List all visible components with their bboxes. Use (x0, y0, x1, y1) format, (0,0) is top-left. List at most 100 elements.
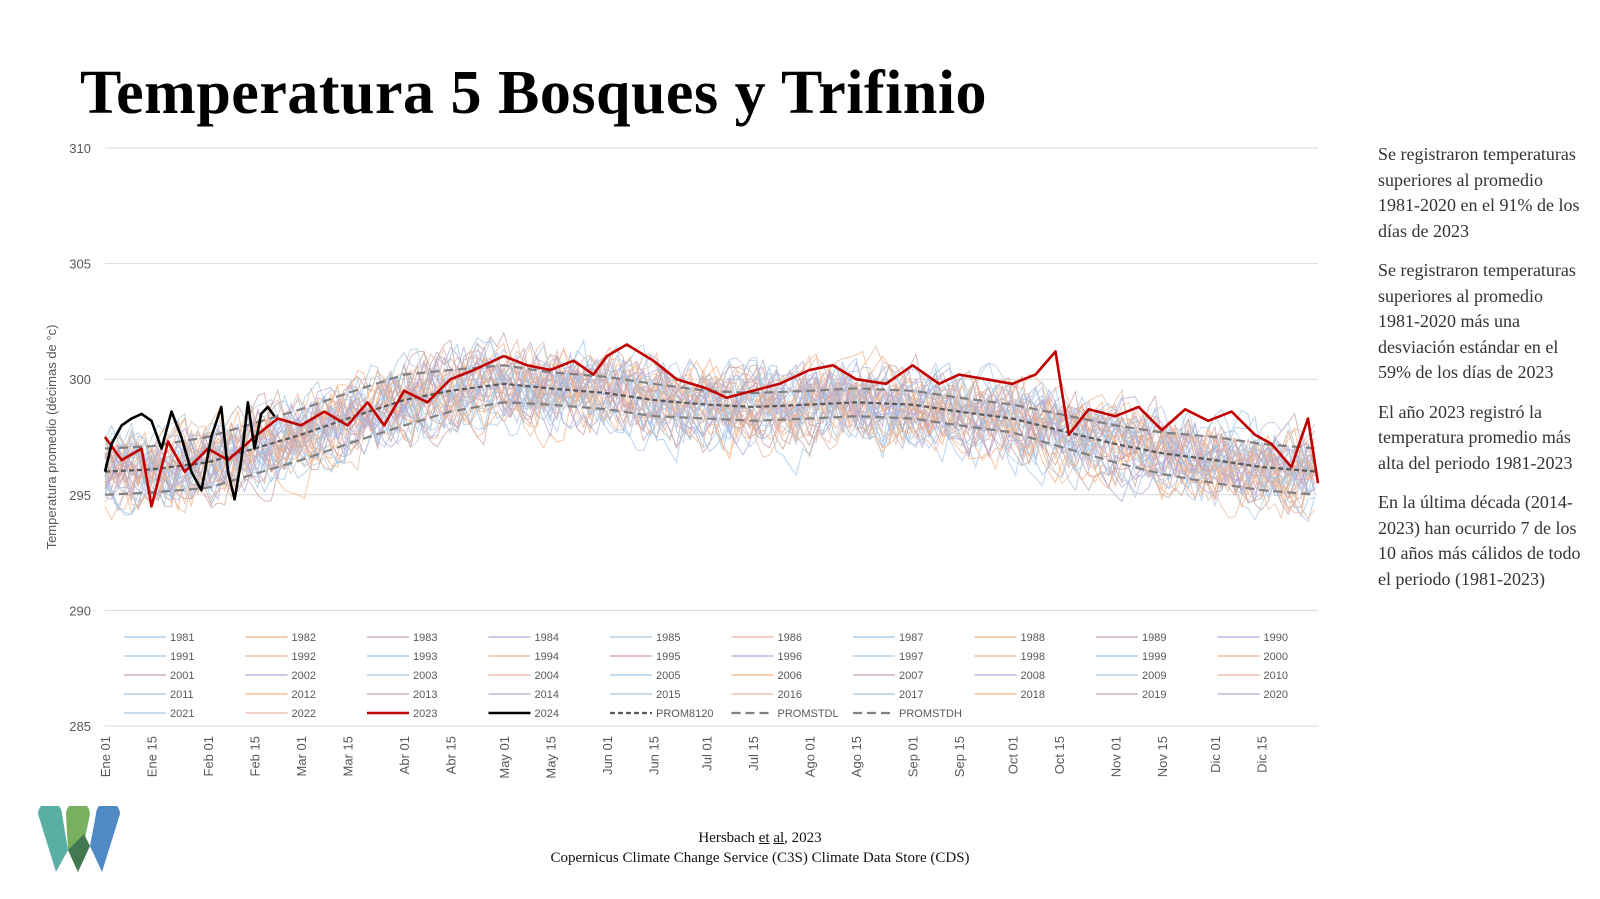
x-tick-label: Jul 01 (700, 736, 715, 771)
citation-line-1: Hersbach et al, 2023 (698, 830, 822, 846)
y-tick-label: 290 (69, 603, 91, 618)
legend-label: 1983 (413, 632, 437, 644)
legend-label: 2016 (778, 689, 802, 701)
x-tick-label: May 01 (497, 736, 512, 779)
legend-label: 1981 (170, 632, 194, 644)
citation-et: et (758, 830, 770, 846)
legend-label: 2014 (535, 689, 559, 701)
x-tick-label: Nov 15 (1155, 736, 1170, 777)
legend-label: 2005 (656, 670, 680, 682)
legend-label: 1989 (1142, 632, 1166, 644)
legend-label: 2021 (170, 708, 194, 720)
legend-label: 2002 (292, 670, 316, 682)
y-tick-label: 295 (69, 488, 91, 503)
legend-label: 2000 (1264, 651, 1288, 663)
legend-label: 1999 (1142, 651, 1166, 663)
highlight-series-lines (103, 343, 1320, 508)
legend-label: 2010 (1264, 670, 1288, 682)
x-tick-label: Oct 15 (1052, 736, 1067, 774)
x-tick-label: Nov 01 (1108, 736, 1123, 777)
legend-label: 2004 (535, 670, 559, 682)
citation-al: al (773, 830, 785, 846)
note-paragraph: Se registraron temperaturas superiores a… (1378, 144, 1580, 241)
x-tick-label: Sep 15 (952, 736, 967, 777)
legend-label: 2017 (899, 689, 923, 701)
legend-label: 2009 (1142, 670, 1166, 682)
y-tick-labels: 285 290 295 300 305 310 (69, 141, 91, 734)
legend-label: PROM8120 (656, 708, 713, 720)
y-tick-label: 310 (69, 141, 91, 156)
x-tick-label: May 15 (543, 736, 558, 779)
organization-logo (38, 806, 120, 872)
legend-label: 2019 (1142, 689, 1166, 701)
legend-label: 1982 (292, 632, 316, 644)
legend-label: 2024 (535, 708, 559, 720)
background-year-line (104, 338, 1316, 498)
legend-label: 2001 (170, 670, 194, 682)
legend-label: 2008 (1021, 670, 1045, 682)
y-tick-label: 300 (69, 372, 91, 387)
page-title: Temperatura 5 Bosques y Trifinio (80, 59, 988, 127)
y-tick-label: 285 (69, 719, 91, 734)
y-axis-label: Temperatura promedio (décimas de °c) (44, 325, 59, 550)
legend-label: 2012 (292, 689, 316, 701)
legend-label: PROMSTDH (899, 708, 962, 720)
background-year-line (104, 361, 1316, 516)
legend-label: 1992 (292, 651, 316, 663)
logo-overlap (68, 834, 90, 872)
note-paragraph: En la última década (2014-2023) han ocur… (1378, 492, 1581, 589)
legend-label: 2015 (656, 689, 680, 701)
x-tick-label: Mar 01 (294, 736, 309, 776)
x-tick-label: Feb 01 (201, 736, 216, 776)
background-year-line (104, 368, 1316, 520)
background-year-line (104, 375, 1316, 521)
legend-label: 1987 (899, 632, 923, 644)
note-paragraph: El año 2023 registró la temperatura prom… (1378, 401, 1573, 473)
legend-label: 1991 (170, 651, 194, 663)
background-year-line (104, 337, 1316, 481)
legend-label: 1990 (1264, 632, 1288, 644)
legend-label: 2013 (413, 689, 437, 701)
legend-label: 1995 (656, 651, 680, 663)
background-year-line (104, 349, 1316, 490)
legend-label: 1997 (899, 651, 923, 663)
legend-label: 1993 (413, 651, 437, 663)
legend-label: 2011 (170, 689, 194, 701)
legend: 1981 1982 1983 1984 1985 1986 1987 1988 1989 1990… (124, 632, 1288, 720)
legend-label: 2007 (899, 670, 923, 682)
legend-label: 1986 (778, 632, 802, 644)
background-year-line (104, 346, 1315, 476)
citation: Hersbach et al, 2023 Copernicus Climate … (500, 828, 1020, 868)
x-tick-label: Ene 01 (98, 736, 113, 777)
side-notes: Se registraron temperaturas superiores a… (1378, 142, 1583, 606)
x-tick-label: Oct 01 (1005, 736, 1020, 774)
legend-label: 1996 (778, 651, 802, 663)
background-year-line (104, 367, 1315, 502)
legend-label: 2003 (413, 670, 437, 682)
series-line-2023 (103, 343, 1320, 508)
x-tick-label: Abr 15 (444, 736, 459, 774)
legend-label: 2022 (292, 708, 316, 720)
legend-label: 2018 (1021, 689, 1045, 701)
x-tick-label: Ene 15 (145, 736, 160, 777)
x-tick-label: Sep 01 (906, 736, 921, 777)
background-year-line (104, 341, 1316, 486)
x-tick-label: Abr 01 (397, 736, 412, 774)
legend-label: 1988 (1021, 632, 1045, 644)
x-tick-label: Dic 01 (1208, 736, 1223, 773)
y-tick-label: 305 (69, 257, 91, 272)
x-tick-label: Ago 15 (849, 736, 864, 777)
x-tick-label: Feb 15 (248, 736, 263, 776)
legend-label: 1985 (656, 632, 680, 644)
legend-label: 1984 (535, 632, 559, 644)
legend-label: 2023 (413, 708, 437, 720)
x-tick-label: Jun 15 (646, 736, 661, 775)
citation-line-2: Copernicus Climate Change Service (C3S) … (550, 850, 970, 866)
x-tick-label: Jul 15 (746, 736, 761, 771)
x-tick-labels: Ene 01 Ene 15 Feb 01 Feb 15 Mar 01 Mar 15 Abr … (98, 736, 1270, 779)
background-year-line (104, 351, 1316, 502)
legend-label: 2006 (778, 670, 802, 682)
legend-label: 1994 (535, 651, 559, 663)
logo-stroke-right (90, 806, 120, 872)
